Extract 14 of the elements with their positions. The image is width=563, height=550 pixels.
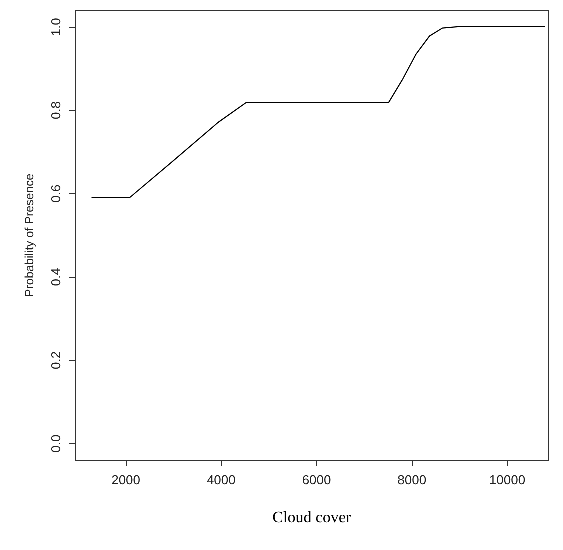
- x-tick-label: 4000: [206, 472, 236, 488]
- y-tick-label: 0.4: [48, 268, 64, 286]
- line-series: [92, 26, 546, 198]
- y-tick-label: 0.8: [48, 101, 64, 120]
- y-tick-label: 0.6: [48, 184, 64, 203]
- y-tick-label: 0.0: [48, 434, 64, 453]
- y-axis-title: Probability of Presence: [22, 173, 36, 298]
- x-tick-label: 2000: [112, 472, 141, 488]
- x-tick-label: 8000: [398, 472, 427, 488]
- x-tick-label: 6000: [302, 472, 332, 488]
- y-tick-label: 1.0: [48, 18, 64, 36]
- y-tick-label: 0.2: [48, 351, 64, 370]
- x-axis-title: Cloud cover: [272, 510, 352, 526]
- x-tick-label: 10000: [489, 472, 526, 488]
